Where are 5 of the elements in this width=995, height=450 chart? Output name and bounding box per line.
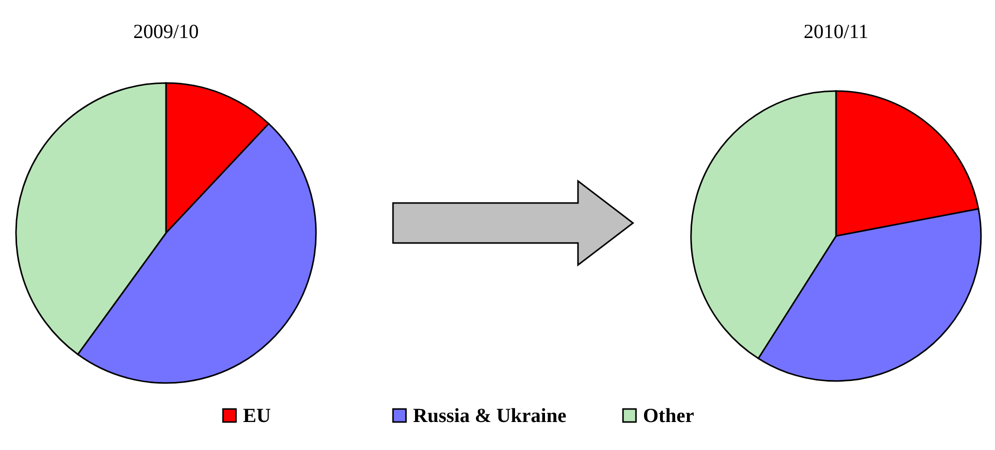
- chart-title: 2009/10: [133, 21, 199, 43]
- chart-title: 2010/11: [804, 21, 868, 43]
- legend-label: Other: [643, 405, 694, 427]
- legend-label: EU: [243, 405, 271, 427]
- legend-label: Russia & Ukraine: [413, 405, 566, 427]
